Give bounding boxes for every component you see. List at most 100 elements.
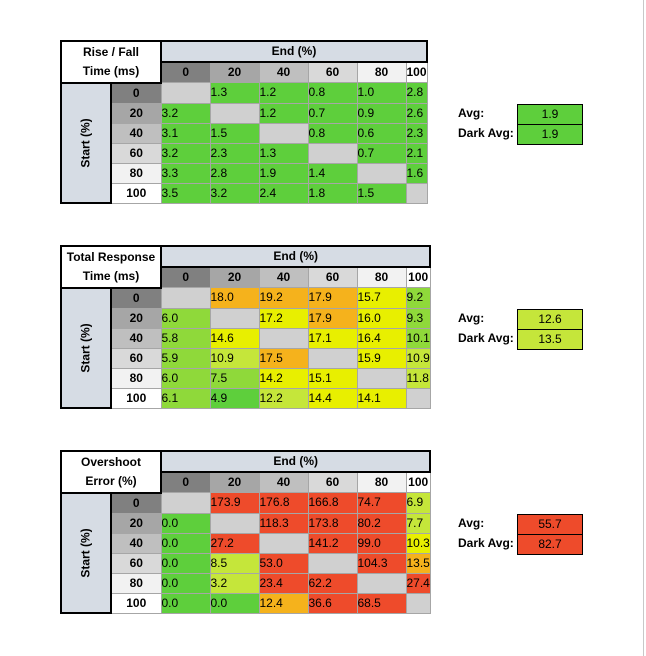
value-cell: 13.5 [405, 552, 431, 574]
value-cell: 12.2 [258, 387, 309, 409]
start-level-header: 40 [110, 532, 162, 554]
column-header-row: 0 20 40 60 80 100 [61, 61, 428, 83]
end-header: End (%) [159, 450, 432, 473]
value-cell [209, 102, 260, 124]
value-cell [160, 82, 211, 104]
total-response-title: Total Response Time (ms) [60, 245, 162, 289]
end-level-header: 20 [209, 471, 260, 493]
value-cell: 3.5 [160, 182, 211, 204]
value-cell [209, 307, 260, 329]
value-cell: 7.5 [209, 367, 260, 389]
value-cell: 27.2 [209, 532, 260, 554]
value-cell: 2.3 [405, 122, 428, 144]
value-cell [405, 387, 431, 409]
value-cell: 2.3 [209, 142, 260, 164]
frame-edge [643, 0, 644, 656]
start-level-header: 40 [110, 327, 162, 349]
value-cell: 17.9 [307, 287, 358, 309]
start-level-header: 100 [110, 182, 162, 204]
value-cell: 0.0 [160, 532, 211, 554]
end-level-header: 0 [160, 61, 211, 83]
table-row: 40 5.8 14.6 17.1 16.4 10.1 [61, 327, 431, 349]
value-cell: 166.8 [307, 492, 358, 514]
value-cell: 1.0 [356, 82, 407, 104]
total-response-table-block: Total Response Time (ms) End (%) 0 20 40 60 80 1… [60, 245, 432, 409]
value-cell: 17.1 [307, 327, 358, 349]
value-cell: 0.8 [307, 122, 358, 144]
end-level-header: 40 [258, 266, 309, 288]
value-cell: 1.5 [209, 122, 260, 144]
value-cell: 9.3 [405, 307, 431, 329]
end-header: End (%) [159, 245, 432, 268]
rise-fall-table: Rise / Fall Time (ms) End (%) 0 20 40 60 80 100 S… [60, 40, 429, 204]
overshoot-table: Overshoot Error (%) End (%) 0 20 40 60 80 100 Sta… [60, 450, 432, 614]
table-row: Start (%) 0 1.3 1.2 0.8 1.0 2.8 [60, 81, 428, 204]
value-cell: 27.4 [405, 572, 431, 594]
end-level-header: 20 [209, 266, 260, 288]
value-cell: 2.4 [258, 182, 309, 204]
table-row: Start (%) 0 18.0 19.2 17.9 15.7 9.2 [60, 286, 431, 409]
table-row: 40 0.0 27.2 141.2 99.0 10.3 [61, 532, 431, 554]
end-level-header: 80 [356, 61, 407, 83]
header-row: Overshoot Error (%) End (%) [60, 450, 432, 494]
dark-avg-value: 82.7 [517, 534, 583, 555]
table-row: 60 0.0 8.5 53.0 104.3 13.5 [61, 552, 431, 574]
title-line-2: Time (ms) [82, 63, 140, 78]
start-level-header: 0 [110, 82, 162, 104]
value-cell: 68.5 [356, 592, 407, 614]
table-row: 80 0.0 3.2 23.4 62.2 27.4 [61, 572, 431, 594]
value-cell: 17.2 [258, 307, 309, 329]
start-header: Start (%) [60, 491, 112, 614]
header-row: Total Response Time (ms) End (%) [60, 245, 432, 289]
value-cell: 15.9 [356, 347, 407, 369]
end-level-header: 60 [307, 266, 358, 288]
value-cell: 104.3 [356, 552, 407, 574]
value-cell: 17.9 [307, 307, 358, 329]
end-header: End (%) [159, 40, 429, 63]
value-cell [307, 142, 358, 164]
value-cell: 2.6 [405, 102, 428, 124]
value-cell: 12.4 [258, 592, 309, 614]
value-cell: 1.3 [209, 82, 260, 104]
value-cell: 6.0 [160, 307, 211, 329]
value-cell: 0.7 [307, 102, 358, 124]
value-cell: 10.3 [405, 532, 431, 554]
end-level-header: 80 [356, 471, 407, 493]
value-cell [356, 367, 407, 389]
value-cell: 23.4 [258, 572, 309, 594]
value-cell [307, 347, 358, 369]
avg-value: 12.6 [517, 309, 583, 330]
end-level-header: 0 [160, 266, 211, 288]
value-cell: 0.9 [356, 102, 407, 124]
start-header: Start (%) [60, 81, 112, 204]
end-level-header: 100 [405, 471, 431, 493]
value-cell: 1.6 [405, 162, 428, 184]
rise-fall-title: Rise / Fall Time (ms) [60, 40, 162, 84]
value-cell: 19.2 [258, 287, 309, 309]
start-level-header: 80 [110, 572, 162, 594]
value-cell: 118.3 [258, 512, 309, 534]
dark-avg-value: 13.5 [517, 329, 583, 350]
value-cell: 3.2 [209, 572, 260, 594]
value-cell: 1.5 [356, 182, 407, 204]
start-header: Start (%) [60, 286, 112, 409]
value-cell: 173.9 [209, 492, 260, 514]
end-level-header: 40 [258, 471, 309, 493]
start-level-header: 40 [110, 122, 162, 144]
title-line-1: Total Response [66, 249, 156, 264]
value-cell: 15.7 [356, 287, 407, 309]
table-row: 100 3.5 3.2 2.4 1.8 1.5 [61, 182, 428, 204]
value-cell [258, 327, 309, 349]
end-level-header: 40 [258, 61, 309, 83]
avg-label: Avg: [458, 311, 485, 325]
start-level-header: 80 [110, 162, 162, 184]
value-cell: 80.2 [356, 512, 407, 534]
value-cell: 99.0 [356, 532, 407, 554]
value-cell: 10.1 [405, 327, 431, 349]
value-cell: 11.8 [405, 367, 431, 389]
value-cell: 0.8 [307, 82, 358, 104]
value-cell: 0.0 [160, 592, 211, 614]
start-level-header: 80 [110, 367, 162, 389]
table-row: 60 3.2 2.3 1.3 0.7 2.1 [61, 142, 428, 164]
value-cell [209, 512, 260, 534]
